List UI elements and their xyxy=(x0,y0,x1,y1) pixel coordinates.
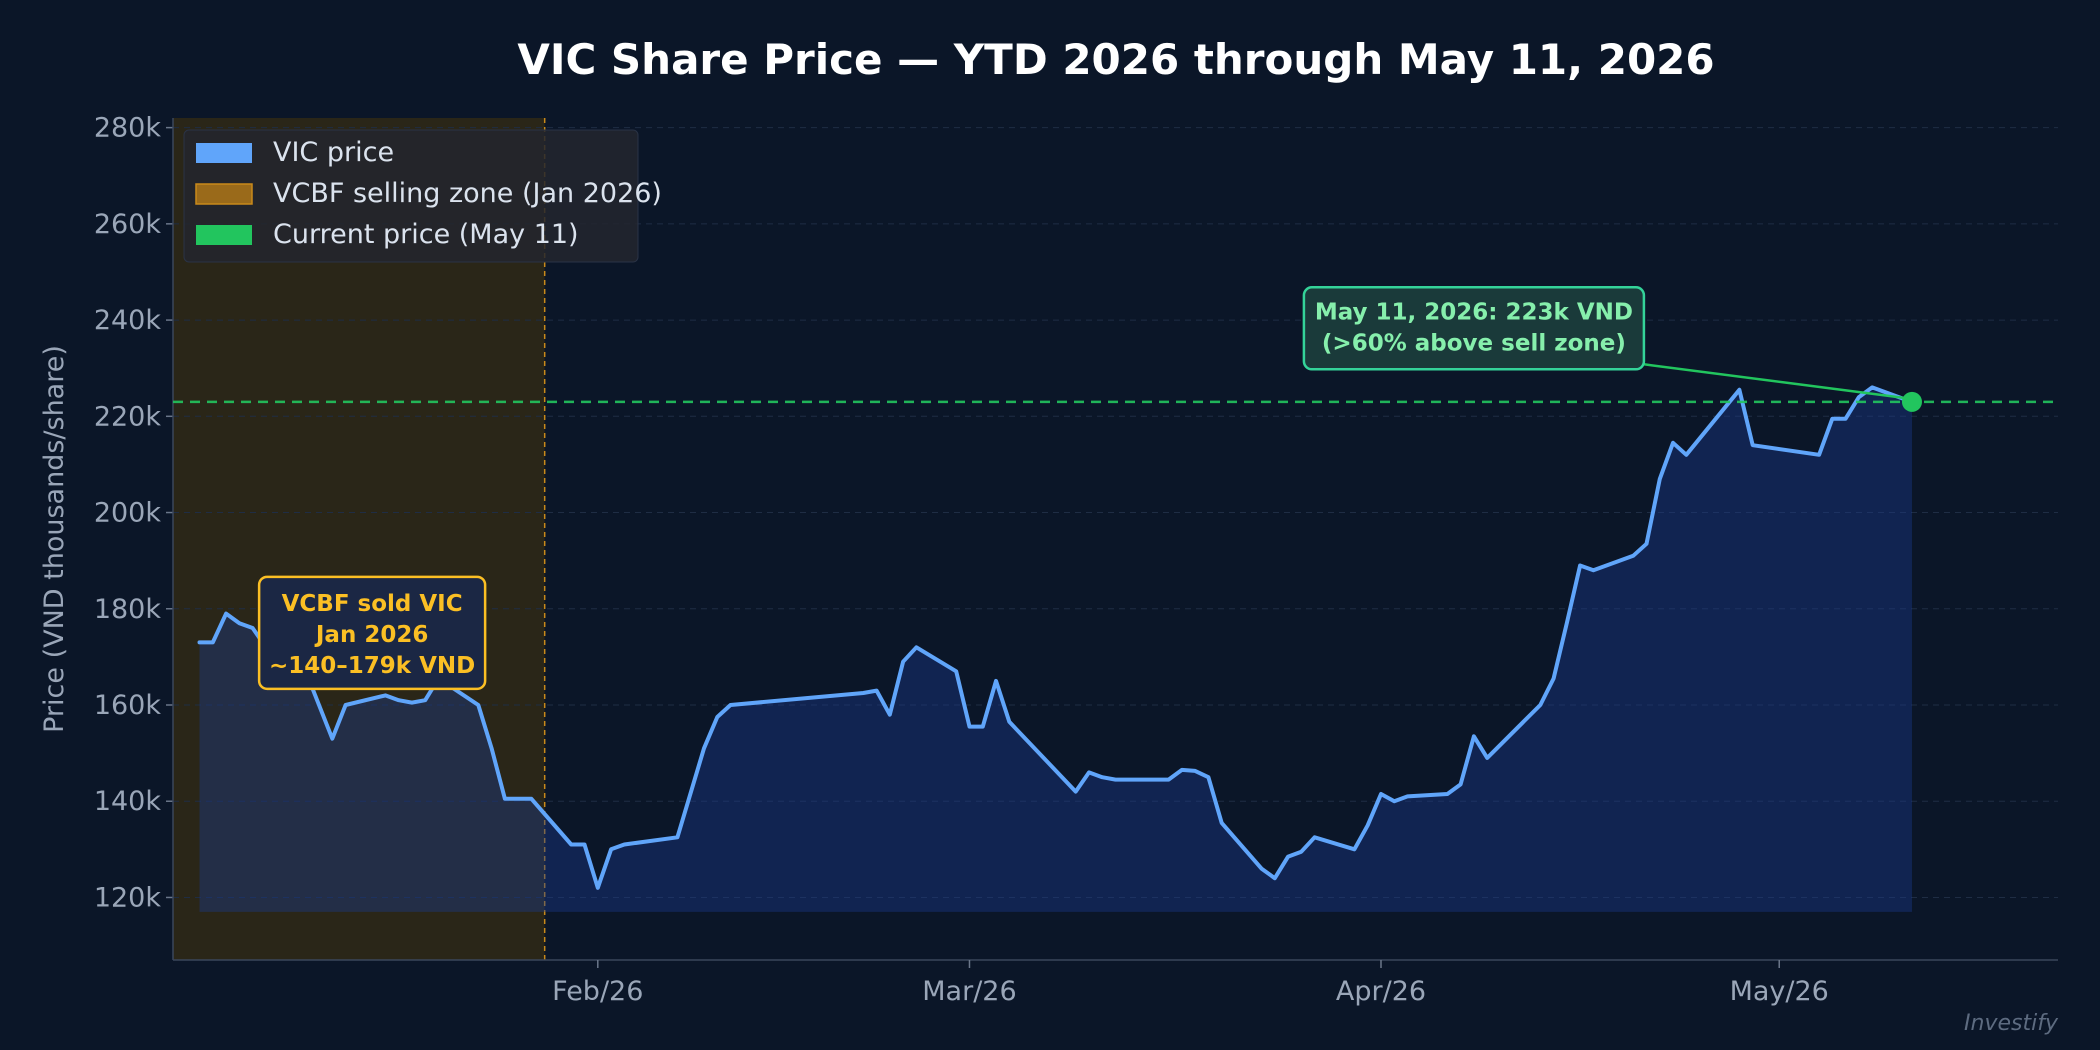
current-price-arrow xyxy=(1643,363,1905,400)
vcbf-annotation-box xyxy=(257,575,487,691)
y-tick-label: 160k xyxy=(94,690,162,721)
y-tick-label: 140k xyxy=(94,786,162,817)
chart-title: VIC Share Price — YTD 2026 through May 1… xyxy=(517,35,1714,84)
x-tick-label: May/26 xyxy=(1730,976,1829,1007)
x-tick-label: Feb/26 xyxy=(552,976,643,1007)
x-tick-label: Mar/26 xyxy=(922,976,1016,1007)
y-tick-label: 240k xyxy=(94,305,162,336)
legend: VIC price VCBF selling zone (Jan 2026) Cur… xyxy=(183,129,662,263)
current-price-annotation-text: (>60% above sell zone) xyxy=(1322,330,1626,356)
current-price-marker xyxy=(1901,391,1922,412)
legend-swatch xyxy=(196,225,252,245)
y-tick-label: 280k xyxy=(94,113,162,144)
vcbf-annotation-text: VCBF sold VIC xyxy=(282,591,463,617)
y-tick-label: 220k xyxy=(94,401,162,432)
legend-swatch xyxy=(195,183,253,205)
x-tick-label: Apr/26 xyxy=(1336,976,1426,1007)
legend-label: VCBF selling zone (Jan 2026) xyxy=(273,178,662,209)
y-tick-label: 200k xyxy=(94,498,162,529)
vcbf-annotation-text: Jan 2026 xyxy=(314,622,428,648)
legend-box xyxy=(183,129,639,263)
watermark: Investify xyxy=(1964,1011,2058,1036)
legend-label: VIC price xyxy=(273,137,394,168)
current-price-annotation-box xyxy=(1302,286,1646,371)
y-tick-label: 120k xyxy=(94,882,162,913)
current-price-annotation-text: May 11, 2026: 223k VND xyxy=(1315,299,1633,325)
price-area-fill xyxy=(199,387,1912,912)
y-tick-label: 180k xyxy=(94,594,162,625)
legend-label: Current price (May 11) xyxy=(273,219,579,250)
vcbf-annotation-text: ~140–179k VND xyxy=(269,653,475,679)
legend-swatch xyxy=(196,143,252,163)
y-axis-label: Price (VND thousands/share) xyxy=(39,345,70,733)
y-tick-label: 260k xyxy=(94,209,162,240)
